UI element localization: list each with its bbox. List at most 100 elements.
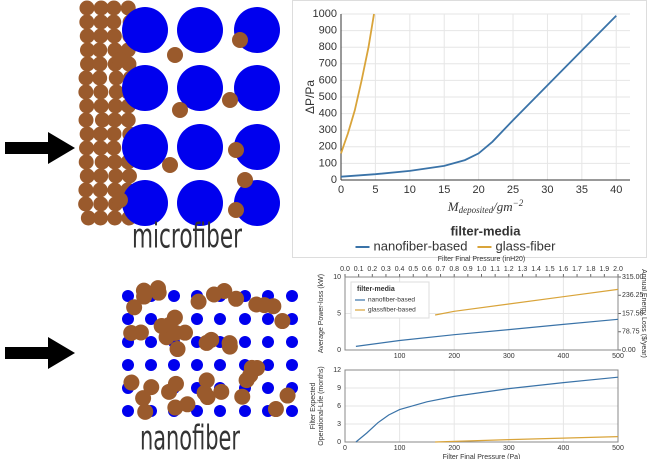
fiber	[286, 336, 298, 348]
particle	[107, 211, 122, 226]
particle	[80, 29, 95, 44]
x-label-unit: /gm	[492, 199, 513, 214]
legend-label: nanofiber-based	[374, 238, 468, 253]
x-axis-label: Filter Final Pressure (Pa)	[443, 454, 521, 459]
particle	[179, 396, 195, 412]
particle	[280, 388, 296, 404]
x2-tick-label: 1.6	[559, 266, 569, 273]
y-axis-label: ΔP/Pa	[303, 80, 317, 114]
particle	[234, 389, 250, 405]
particle	[95, 155, 110, 170]
particle	[93, 85, 108, 100]
particle	[200, 389, 216, 405]
particle	[203, 332, 219, 348]
particle	[109, 71, 124, 86]
fiber	[214, 359, 226, 371]
particle	[170, 341, 186, 357]
y-axis-label: Average Power-loss (kW)	[318, 274, 325, 353]
micro-label: microfiber	[132, 217, 242, 257]
particle	[106, 141, 121, 156]
x2-tick-label: 0.2	[367, 266, 377, 273]
legend-title: filter-media	[357, 286, 395, 293]
particle	[107, 113, 122, 128]
particle	[108, 169, 123, 184]
y-tick-label: 800	[319, 41, 337, 53]
particle	[162, 157, 178, 173]
x2-tick-label: 2.0	[613, 266, 623, 273]
particle	[93, 183, 108, 198]
y2-tick-label: 78.75	[622, 329, 640, 336]
particle	[222, 339, 238, 355]
x2-tick-label: 1.0	[477, 266, 487, 273]
fiber	[239, 336, 251, 348]
particle	[232, 32, 248, 48]
x-tick-label: 400	[558, 353, 570, 360]
particle	[168, 325, 184, 341]
x-tick-label: 200	[448, 445, 460, 452]
x-tick-label: 300	[503, 445, 515, 452]
particle	[93, 197, 108, 212]
particle	[92, 57, 107, 72]
particle	[79, 71, 94, 86]
particle	[93, 211, 108, 226]
y-tick-label: 500	[319, 91, 337, 103]
fiber	[286, 359, 298, 371]
x-label-sub: deposited	[459, 205, 494, 215]
fiber	[168, 290, 180, 302]
particle	[213, 384, 229, 400]
particle	[93, 169, 108, 184]
particle	[112, 52, 128, 68]
y2-axis-label: Annual Energy Loss ($/year)	[640, 269, 647, 358]
particle	[80, 127, 95, 142]
fiber	[122, 65, 168, 111]
fiber	[122, 124, 168, 170]
x2-tick-label: 1.3	[518, 266, 528, 273]
particle	[106, 127, 121, 142]
arrow	[5, 337, 75, 369]
y-tick-label: 0	[337, 347, 341, 354]
particle	[256, 297, 272, 313]
particle	[107, 155, 122, 170]
particle	[108, 99, 123, 114]
particle	[199, 372, 215, 388]
line-series	[341, 14, 374, 153]
x-tick-label: 20	[472, 184, 484, 196]
particle	[93, 141, 108, 156]
particle	[92, 43, 107, 58]
particle	[78, 85, 93, 100]
particle	[274, 313, 290, 329]
fiber	[145, 359, 157, 371]
fiber	[177, 124, 223, 170]
x-tick-label: 40	[610, 184, 622, 196]
x-tick-label: 10	[404, 184, 416, 196]
particle	[112, 192, 128, 208]
y-tick-label: 6	[337, 403, 341, 410]
y-tick-label: 12	[333, 367, 341, 374]
particle	[79, 141, 94, 156]
particle	[106, 1, 121, 16]
particle	[121, 113, 136, 128]
particle	[123, 375, 139, 391]
y-axis-label: Operational-Life (months)	[318, 366, 325, 445]
particle	[80, 169, 95, 184]
fiber	[191, 359, 203, 371]
y-tick-label: 10	[333, 274, 341, 281]
legend-label: glass-fiber	[495, 238, 556, 253]
x2-tick-label: 0.4	[395, 266, 405, 273]
y-tick-label: 400	[319, 108, 337, 120]
particle	[172, 102, 188, 118]
particle	[93, 127, 108, 142]
fiber	[214, 405, 226, 417]
x2-tick-label: 1.7	[572, 266, 582, 273]
particle	[135, 390, 151, 406]
x-tick-label: 100	[394, 353, 406, 360]
particle	[228, 291, 244, 307]
x2-tick-label: 1.8	[586, 266, 596, 273]
x2-tick-label: 1.9	[599, 266, 609, 273]
fiber	[168, 359, 180, 371]
x-tick-label: 30	[541, 184, 553, 196]
x2-axis-label: Filter Final Pressure (inH20)	[438, 256, 526, 263]
x-tick-label: 0	[338, 184, 344, 196]
x-tick-label: 500	[612, 353, 624, 360]
